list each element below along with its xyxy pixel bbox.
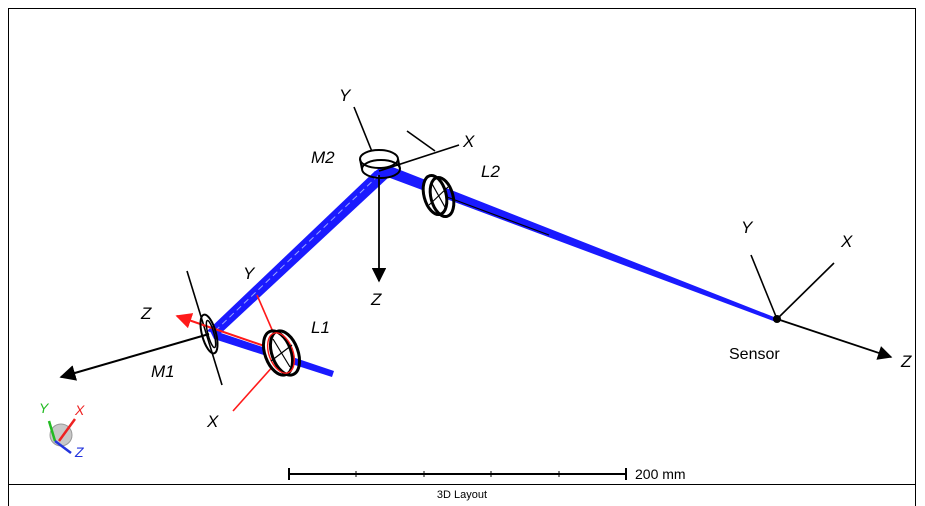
- lens-l2[interactable]: [419, 173, 550, 236]
- label-m1: M1: [151, 362, 175, 381]
- sensor-point: [773, 315, 781, 323]
- triad-x-label: X: [74, 402, 85, 418]
- l1-red-ring: [266, 332, 296, 374]
- m1-tilt-line: [186, 270, 223, 386]
- l2-axis-line: [446, 196, 550, 236]
- sensor-y-label: Y: [741, 218, 754, 237]
- m2-tilt: [406, 130, 436, 152]
- beam-path: [207, 164, 779, 377]
- m2-x-label: X: [462, 132, 475, 151]
- mirror-m2[interactable]: [359, 130, 436, 179]
- m2-z-label: Z: [370, 290, 382, 309]
- m2-x-axis: [378, 144, 460, 172]
- m2-top: [359, 149, 399, 169]
- m2-side-right: [397, 158, 401, 170]
- l2-hatch-2: [428, 186, 449, 206]
- axis-labels: Z Y X Y X Z Y X Z: [140, 86, 912, 431]
- m2-side-left: [359, 158, 363, 170]
- scale-bar-label: 200 mm: [635, 466, 686, 482]
- layout-viewport[interactable]: M1 M2 L1 L2 Sensor Z Y X Y X Z Y X Z: [8, 8, 916, 485]
- m1-body: [199, 313, 219, 355]
- component-labels: M1 M2 L1 L2 Sensor: [151, 148, 780, 381]
- sensor-y-axis: [750, 254, 778, 320]
- label-sensor: Sensor: [729, 346, 780, 363]
- l1-hatch-2: [270, 344, 293, 362]
- beam-m1-m2: [207, 171, 389, 335]
- l2-rim: [428, 175, 456, 219]
- l1-outer: [261, 329, 295, 377]
- mirror-m1[interactable]: [197, 313, 221, 355]
- label-m2: M2: [311, 148, 335, 167]
- triad-z-axis: [54, 440, 72, 454]
- lens-l1[interactable]: [258, 327, 305, 379]
- view-caption: 3D Layout: [8, 485, 916, 506]
- orientation-triad[interactable]: Y X Z: [39, 400, 85, 460]
- l1-x-label: X: [206, 412, 219, 431]
- triad-y-axis: [47, 420, 57, 442]
- sensor-z-axis: [776, 318, 893, 360]
- m2-y-label: Y: [339, 86, 352, 105]
- m1-z-axis: [59, 333, 210, 381]
- triad-z-label: Z: [74, 444, 84, 460]
- beam-center-ray: [214, 172, 382, 332]
- m1-body-inner: [205, 319, 217, 349]
- l1-rim: [268, 329, 302, 377]
- sensor-x-axis: [776, 262, 835, 320]
- label-l2: L2: [481, 162, 500, 181]
- m1-z-label: Z: [140, 304, 152, 323]
- l1-y-label: Y: [243, 264, 256, 283]
- sensor-z-label: Z: [900, 352, 912, 371]
- black-axes: [59, 106, 893, 386]
- scale-bar: 200 mm: [288, 466, 686, 482]
- layout-canvas: M1 M2 L1 L2 Sensor Z Y X Y X Z Y X Z: [39, 86, 912, 482]
- triad-y-label: Y: [39, 400, 50, 416]
- label-l1: L1: [311, 318, 330, 337]
- triad-x-axis: [57, 418, 77, 442]
- sensor-x-label: X: [840, 232, 853, 251]
- beam-m2-sensor: [374, 164, 779, 322]
